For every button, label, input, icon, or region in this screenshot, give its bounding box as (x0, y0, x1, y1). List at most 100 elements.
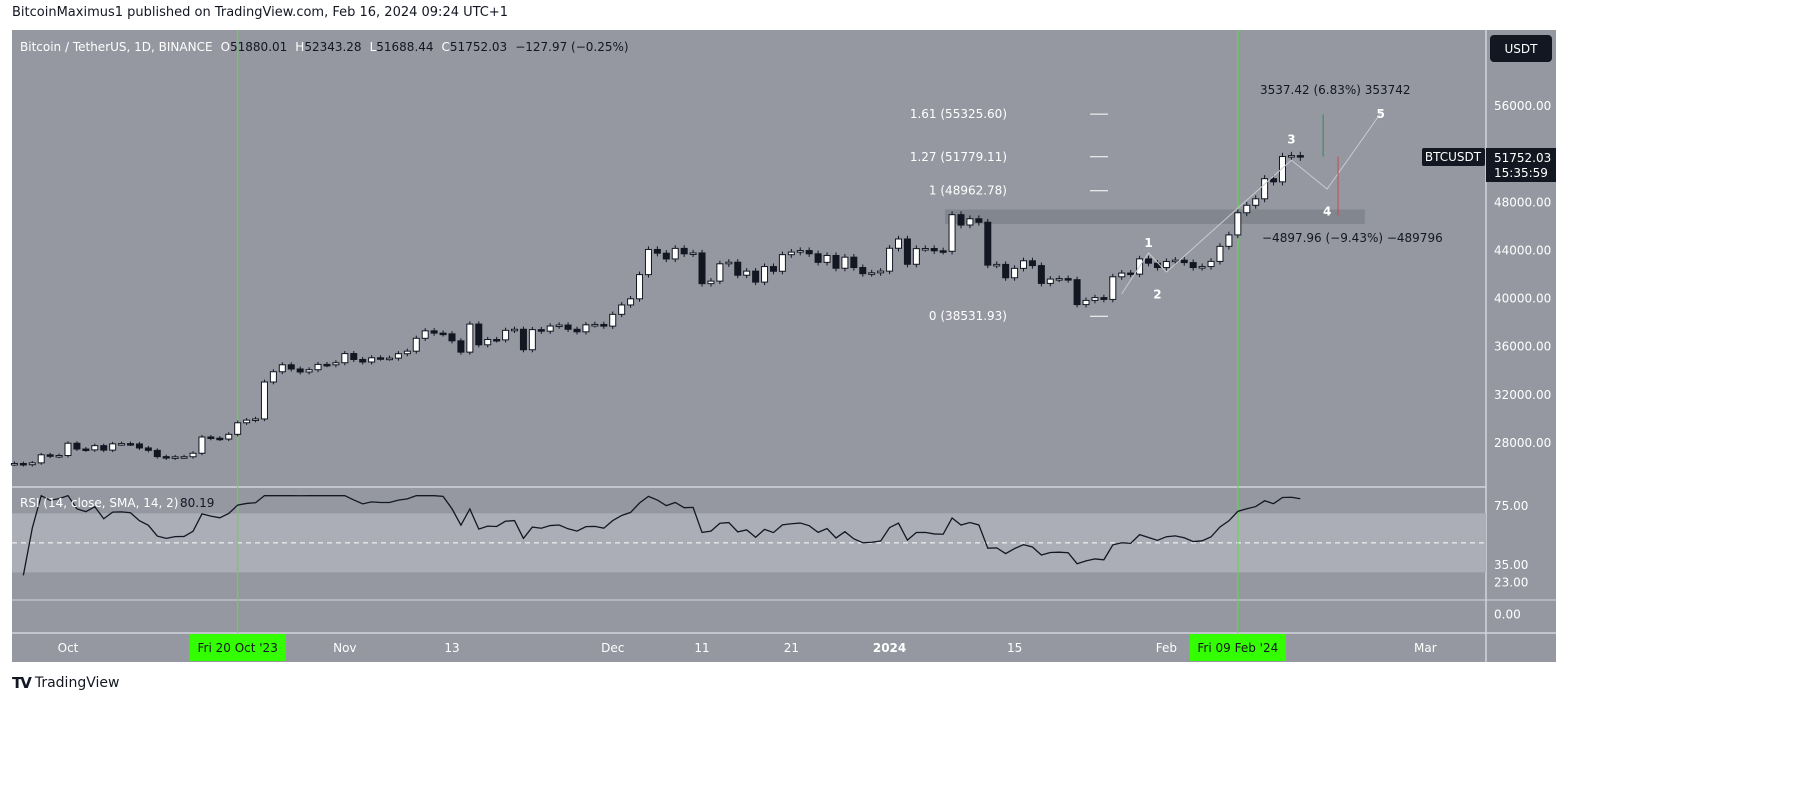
candle (814, 250, 822, 266)
candle-body (1278, 156, 1286, 183)
candle (1020, 257, 1028, 272)
candle-body (778, 254, 786, 272)
candle-body (805, 250, 813, 255)
candle (618, 302, 626, 318)
time-axis-tick: Dec (601, 641, 624, 655)
candle (1109, 273, 1117, 303)
candle (1082, 297, 1090, 308)
time-axis-tick: 15 (1007, 641, 1022, 655)
wave-label-2: 2 (1153, 288, 1161, 302)
candle (1243, 201, 1251, 217)
candle (644, 246, 652, 278)
candle-body (243, 419, 251, 424)
candle-body (296, 368, 304, 373)
candle (457, 338, 465, 355)
candle (957, 211, 965, 229)
candle (832, 252, 840, 272)
candle-body (332, 362, 340, 366)
candle-body (698, 252, 706, 285)
candle (225, 432, 233, 442)
candle (859, 264, 867, 277)
candle (707, 278, 715, 287)
candle (511, 326, 518, 334)
candle-body (100, 445, 108, 451)
candle (1225, 231, 1233, 250)
candle-body (841, 256, 849, 269)
candle (1287, 151, 1295, 161)
candle-body (135, 443, 143, 449)
candle (350, 351, 358, 363)
rsi-value: 80.19 (180, 496, 214, 510)
candle (448, 331, 456, 344)
candle (1100, 294, 1108, 303)
candle-body (412, 337, 420, 352)
candle (1073, 276, 1081, 308)
candle-body (689, 252, 697, 255)
candle (332, 360, 340, 368)
candle-body (814, 253, 822, 263)
candle (314, 361, 322, 373)
candle-body (573, 328, 581, 333)
candle-body (618, 304, 626, 315)
legend-l: 51688.44 (376, 40, 433, 54)
candle (796, 247, 804, 256)
candle-body (55, 455, 63, 458)
rsi-label: RSI (14, close, SMA, 14, 2) (20, 496, 178, 510)
candle-body (627, 298, 635, 306)
legend-change: −127.97 (−0.25%) (515, 40, 628, 54)
candle (519, 326, 527, 353)
candle-body (484, 338, 492, 346)
candle (189, 451, 197, 459)
candle-body (82, 448, 90, 452)
candle (680, 245, 688, 257)
time-axis-tick: 13 (444, 641, 459, 655)
candle-body (493, 338, 501, 342)
candle-body (502, 329, 510, 341)
time-axis-tick: Nov (333, 641, 356, 655)
rsi-axis-tick: 75.00 (1494, 499, 1528, 513)
candle (573, 326, 581, 335)
candle (82, 447, 90, 452)
candle (323, 361, 331, 368)
tradingview-logo: TV TradingView (12, 674, 119, 692)
fib-label: 1 (48962.78) (929, 184, 1007, 198)
legend-h_label: H (295, 40, 304, 54)
currency-button[interactable]: USDT (1490, 35, 1552, 62)
candle (1028, 257, 1036, 269)
candle (1037, 262, 1045, 287)
candle-body (46, 454, 54, 457)
candle-body (1296, 155, 1304, 158)
candle (171, 454, 179, 460)
candle (725, 259, 733, 267)
candle-body (439, 332, 447, 336)
candle (564, 322, 572, 332)
candle-body (1189, 262, 1197, 269)
candle-body (19, 462, 27, 466)
candle-body (1252, 198, 1260, 206)
candle-body (1171, 259, 1179, 263)
candle (1118, 270, 1126, 280)
fib-label: 1.27 (51779.11) (910, 150, 1007, 164)
candle-body (743, 270, 751, 276)
candle-body (269, 371, 277, 383)
highlight-date-label: Fri 09 Feb '24 (1197, 641, 1278, 655)
candle-body (600, 323, 608, 327)
candle-body (323, 363, 331, 367)
candle (1207, 258, 1215, 270)
candle-body (341, 353, 349, 364)
candle (1162, 258, 1170, 271)
candle (1198, 263, 1206, 271)
candle-body (948, 214, 956, 252)
candle-body (252, 418, 260, 421)
candle (296, 366, 304, 375)
legend-c_label: C (442, 40, 450, 54)
candle (975, 215, 983, 226)
candle-body (653, 248, 661, 254)
candle (689, 249, 697, 257)
candle (636, 271, 644, 302)
candle (162, 454, 170, 460)
candle-body (466, 323, 474, 353)
candle-body (511, 328, 518, 332)
candle (627, 295, 635, 308)
